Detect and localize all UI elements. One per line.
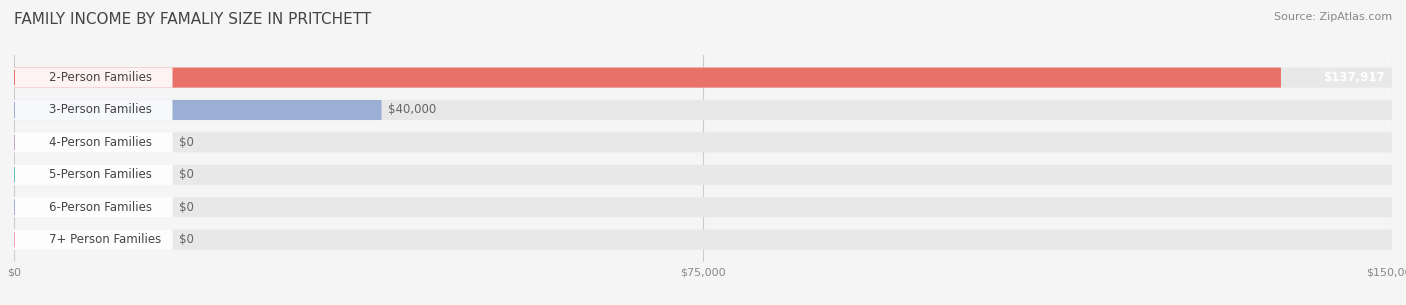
Text: $0: $0	[180, 168, 194, 181]
FancyBboxPatch shape	[14, 230, 1392, 250]
Text: $137,917: $137,917	[1323, 71, 1385, 84]
FancyBboxPatch shape	[14, 197, 173, 217]
FancyBboxPatch shape	[14, 197, 1392, 217]
FancyBboxPatch shape	[14, 165, 1392, 185]
FancyBboxPatch shape	[14, 132, 1392, 152]
Text: $0: $0	[180, 136, 194, 149]
FancyBboxPatch shape	[14, 165, 173, 185]
FancyBboxPatch shape	[14, 132, 173, 152]
Text: $40,000: $40,000	[388, 103, 437, 117]
FancyBboxPatch shape	[14, 230, 173, 250]
Text: 4-Person Families: 4-Person Families	[49, 136, 152, 149]
FancyBboxPatch shape	[14, 100, 381, 120]
FancyBboxPatch shape	[14, 67, 1281, 88]
FancyBboxPatch shape	[14, 67, 1392, 88]
Text: Source: ZipAtlas.com: Source: ZipAtlas.com	[1274, 12, 1392, 22]
Text: FAMILY INCOME BY FAMALIY SIZE IN PRITCHETT: FAMILY INCOME BY FAMALIY SIZE IN PRITCHE…	[14, 12, 371, 27]
FancyBboxPatch shape	[14, 67, 173, 88]
Text: $0: $0	[180, 201, 194, 214]
Text: 7+ Person Families: 7+ Person Families	[49, 233, 162, 246]
Text: 3-Person Families: 3-Person Families	[49, 103, 152, 117]
FancyBboxPatch shape	[14, 100, 173, 120]
FancyBboxPatch shape	[14, 100, 1392, 120]
Text: 5-Person Families: 5-Person Families	[49, 168, 152, 181]
Text: 2-Person Families: 2-Person Families	[49, 71, 152, 84]
Text: $0: $0	[180, 233, 194, 246]
Text: 6-Person Families: 6-Person Families	[49, 201, 152, 214]
